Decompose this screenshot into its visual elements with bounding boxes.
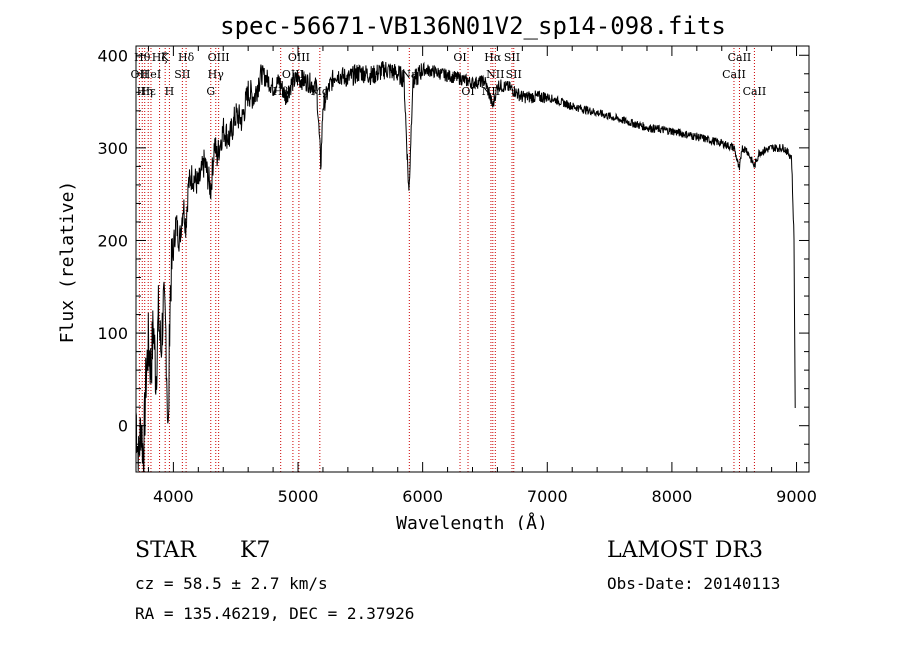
line-marker-label: G [206,85,215,98]
redshift-velocity: cz = 58.5 ± 2.7 km/s [135,574,328,593]
spectrum-chart: spec-56671-VB136N01V2_sp14-098.fits 4000… [57,12,817,530]
line-marker-label: NII [486,68,504,81]
line-marker-label: OII [131,68,149,81]
object-class: STAR [135,538,196,563]
line-marker-label: Mg [311,85,329,98]
y-axis-label: Flux (relative) [57,181,78,344]
line-marker-label: OI [453,51,466,64]
line-marker-label: H [165,85,175,98]
spectral-subclass: K7 [240,538,271,563]
sky-coordinates: RA = 135.46219, DEC = 2.37926 [135,604,415,623]
chart-title: spec-56671-VB136N01V2_sp14-098.fits [220,12,726,40]
x-tick-label: 5000 [278,487,319,506]
spectrum-line [135,61,796,472]
x-tick-label: 8000 [652,487,693,506]
line-marker-label: Hε [141,85,157,98]
y-tick-label: 0 [118,417,128,436]
line-marker-label: CaII [743,85,767,98]
line-marker-label: CaII [722,68,746,81]
x-tick-label: 7000 [527,487,568,506]
y-tick-label: 200 [97,231,128,250]
line-marker-label: K [161,51,170,64]
x-tick-label: 6000 [402,487,443,506]
line-marker-label: OIII [288,51,310,64]
line-marker-label: OIII [282,68,304,81]
y-tick-label: 300 [97,139,128,158]
line-marker-label: Hβ [273,85,289,98]
line-marker-label: NII [482,85,500,98]
line-marker-label: HeI [141,68,161,81]
survey-name: LAMOST DR3 [607,538,763,563]
line-marker-label: Na [401,68,418,81]
observation-date: Obs-Date: 20140113 [607,574,781,593]
line-marker-label: Hθ [134,51,151,64]
line-marker-label: SII [504,51,520,64]
x-axis-label: Wavelength (Å) [396,512,548,530]
y-tick-label: 400 [97,46,128,65]
line-marker-label: OI [461,85,474,98]
line-marker-label: Hη [137,85,153,98]
line-marker-label: Hδ [178,51,195,64]
y-tick-label: 100 [97,324,128,343]
line-marker-label: Hζ [152,51,168,64]
line-marker-label: Hγ [208,68,225,81]
line-marker-label: SII [174,68,190,81]
line-marker-label: CaII [728,51,752,64]
line-marker-label: OIII [208,51,230,64]
line-marker-label: Hα [484,51,502,64]
x-tick-label: 9000 [776,487,817,506]
x-tick-label: 4000 [153,487,194,506]
line-marker-label: SII [506,68,522,81]
